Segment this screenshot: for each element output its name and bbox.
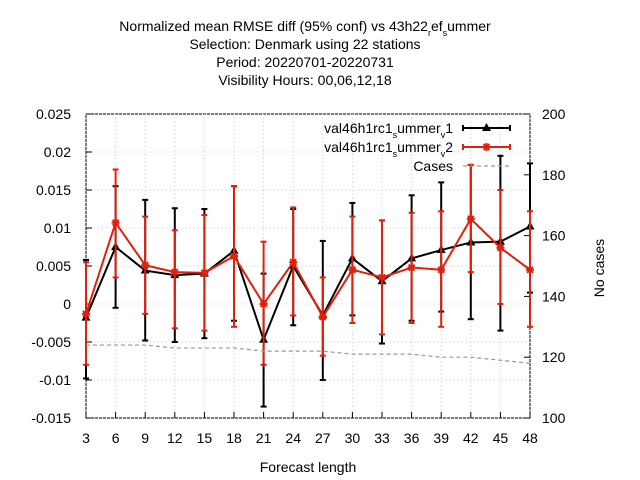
- data-point: [437, 265, 446, 274]
- x-tick-label: 45: [493, 430, 509, 446]
- title-line: Normalized mean RMSE diff (95% conf) vs …: [119, 18, 491, 38]
- data-point: [482, 143, 491, 151]
- data-point: [482, 123, 491, 131]
- legend-item: val46h1rc1summerv1: [324, 120, 511, 140]
- cases-line: [86, 344, 531, 364]
- y-tick-label: 0.005: [36, 258, 71, 274]
- x-axis-label: Forecast length: [260, 459, 357, 475]
- data-point: [82, 309, 90, 318]
- y-tick-label: 0.015: [36, 182, 71, 198]
- x-tick-label: 21: [256, 430, 272, 446]
- right-tick-label: 180: [542, 167, 566, 183]
- y-tick-label: 0.025: [36, 106, 71, 122]
- x-tick-label: 27: [315, 430, 331, 446]
- x-axis-ticks: 3 6 9 12 15 18 21 24 27 30 33 36 39 42 45 48: [82, 412, 538, 446]
- title-line: Visibility Hours: 00,06,12,18: [218, 72, 391, 88]
- x-tick-label: 15: [197, 430, 213, 446]
- data-point: [466, 214, 475, 223]
- data-point: [496, 243, 505, 252]
- chart-title: Normalized mean RMSE diff (95% conf) vs …: [119, 18, 491, 88]
- series-line: [85, 217, 531, 319]
- x-tick-label: 42: [463, 430, 479, 446]
- data-point: [259, 300, 268, 308]
- series-val46h1rc1-summer-v1: [81, 154, 535, 408]
- series-val46h1rc1-summer-v2: [82, 163, 534, 366]
- y-tick-label: 0.01: [44, 220, 71, 236]
- x-tick-label: 36: [404, 430, 420, 446]
- y-tick-label: -0.01: [39, 372, 71, 388]
- right-axis-label: No cases: [591, 239, 607, 297]
- title-line: Period: 20220701-20220731: [216, 54, 394, 70]
- x-tick-label: 12: [167, 430, 183, 446]
- x-tick-label: 33: [374, 430, 390, 446]
- legend-item: Cases: [413, 158, 510, 174]
- x-tick-label: 18: [226, 430, 242, 446]
- right-tick-label: 100: [542, 410, 566, 426]
- data-point: [170, 268, 179, 277]
- title-line: Selection: Denmark using 22 stations: [189, 36, 420, 52]
- data-point: [230, 252, 238, 261]
- x-tick-label: 24: [285, 430, 301, 446]
- y-axis-ticks: -0.015 -0.01 -0.005 0 0.005 0.01 0.015 0.02 0.02…: [31, 106, 92, 426]
- series-layer: [81, 154, 535, 408]
- y-tick-label: 0: [63, 296, 71, 312]
- right-tick-label: 120: [542, 349, 566, 365]
- x-tick-label: 30: [345, 430, 361, 446]
- data-point: [318, 312, 327, 321]
- x-tick-label: 3: [82, 430, 90, 446]
- data-point: [111, 218, 120, 227]
- x-tick-label: 48: [522, 430, 538, 446]
- data-point: [348, 265, 357, 274]
- legend-label: val46h1rc1summerv2: [324, 139, 453, 159]
- y-tick-label: -0.015: [31, 410, 71, 426]
- right-tick-label: 160: [542, 228, 566, 244]
- x-tick-label: 9: [141, 430, 149, 446]
- y-tick-label: 0.02: [44, 144, 71, 160]
- legend: val46h1rc1summerv1val46h1rc1summerv2Case…: [324, 120, 511, 174]
- x-tick-label: 6: [112, 430, 120, 446]
- data-point: [289, 258, 298, 267]
- series-cases: [86, 344, 531, 364]
- y-tick-label: -0.005: [31, 334, 71, 350]
- data-point: [407, 263, 416, 272]
- right-axis-ticks: 100 120 140 160 180 200: [524, 106, 566, 426]
- data-point: [141, 261, 150, 270]
- right-tick-label: 140: [542, 288, 566, 304]
- series-line: [85, 225, 531, 343]
- legend-item: val46h1rc1summerv2: [324, 139, 511, 159]
- data-point: [526, 265, 534, 274]
- legend-label: val46h1rc1summerv1: [324, 120, 453, 140]
- data-point: [378, 273, 386, 282]
- right-tick-label: 200: [542, 106, 566, 122]
- data-point: [200, 268, 209, 277]
- x-tick-label: 39: [433, 430, 449, 446]
- legend-label: Cases: [413, 158, 453, 174]
